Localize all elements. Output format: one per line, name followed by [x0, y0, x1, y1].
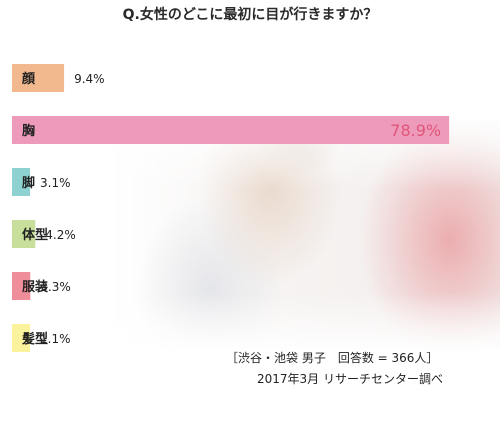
- category-label-4: 体型: [22, 227, 48, 243]
- value-label-6: 1.1%: [40, 332, 71, 346]
- category-label-6: 髪型: [21, 331, 48, 347]
- value-label-2: 78.9%: [390, 121, 441, 140]
- survey-source-note: 2017年3月 リサーチセンター調べ: [257, 372, 443, 386]
- value-label-4: 4.2%: [45, 228, 76, 242]
- bar-4: [12, 220, 36, 248]
- background-photo-fade: [110, 120, 500, 350]
- category-label-3: 脚: [22, 175, 35, 191]
- category-label-1: 顔: [21, 71, 36, 87]
- category-label-5: 服装: [22, 279, 48, 295]
- bar-2: [12, 116, 450, 144]
- bar-3: [12, 168, 30, 196]
- bar-1: [12, 64, 65, 92]
- survey-note: ［渋谷・池袋 男子 回答数 = 366人］: [226, 351, 439, 365]
- bar-6: [12, 324, 30, 352]
- value-label-1: 9.4%: [74, 72, 105, 86]
- value-label-3: 3.1%: [40, 176, 71, 190]
- bar-5: [12, 272, 31, 300]
- value-label-5: 3.3%: [40, 280, 70, 294]
- chart-title: Q.女性のどこに最初に目が行きますか？: [122, 7, 378, 23]
- category-label-2: 胸: [22, 123, 35, 139]
